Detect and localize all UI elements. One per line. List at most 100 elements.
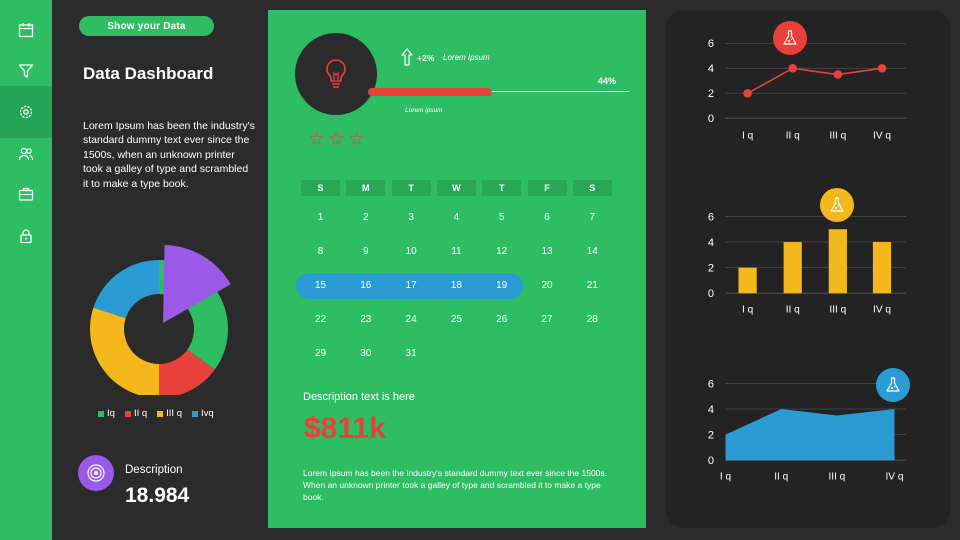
- legend-swatch: [191, 410, 198, 417]
- donut-slice: [159, 349, 215, 398]
- filter-icon: [18, 64, 34, 78]
- y-tick-label: 0: [708, 113, 714, 125]
- calendar-date[interactable]: 10: [405, 246, 417, 257]
- area-series: [725, 409, 895, 461]
- calendar-date[interactable]: 8: [317, 246, 324, 257]
- page-title: Data Dashboard: [83, 64, 214, 83]
- target-icon: [78, 455, 114, 491]
- bar: [872, 242, 892, 294]
- bar: [738, 267, 757, 294]
- donut-legend: Iq II q III q Ivq: [98, 408, 214, 419]
- calendar-date[interactable]: 30: [360, 348, 372, 359]
- calendar-date[interactable]: 11: [451, 246, 462, 257]
- arrow-up-icon: [401, 48, 413, 66]
- calendar-date[interactable]: 21: [586, 280, 598, 291]
- calendar-date[interactable]: 3: [408, 212, 414, 223]
- calendar-day-header: M: [346, 180, 386, 196]
- sidebar-item-calendar[interactable]: [0, 10, 52, 50]
- calendar-date[interactable]: 5: [498, 212, 505, 223]
- x-tick-label: II q: [774, 471, 788, 482]
- progress-track: [368, 91, 629, 92]
- legend-swatch: [124, 410, 131, 417]
- intro-text: Lorem Ipsum has been the industry's stan…: [83, 120, 255, 190]
- users-icon: [18, 147, 34, 161]
- description-label: Description: [125, 464, 183, 476]
- donut-slice: [89, 307, 159, 398]
- sidebar-item-users[interactable]: [0, 134, 52, 174]
- line-point: [743, 88, 752, 98]
- calendar-date[interactable]: 18: [450, 280, 462, 291]
- increase-caption: Lorem Ipsum: [443, 53, 490, 62]
- calendar-date[interactable]: 9: [363, 246, 369, 257]
- star-icon[interactable]: ☆: [308, 129, 326, 150]
- show-data-button[interactable]: Show your Data: [79, 16, 214, 36]
- calendar-date[interactable]: 27: [541, 314, 553, 325]
- legend-item: Iq: [98, 408, 115, 419]
- calendar-date[interactable]: 22: [314, 314, 327, 325]
- calendar-date[interactable]: 16: [360, 280, 372, 291]
- amount-value: $811k: [304, 412, 386, 445]
- y-tick-label: 0: [708, 288, 714, 300]
- progress-percent: 44%: [598, 76, 617, 86]
- donut-chart-svg: [89, 245, 231, 398]
- calendar-icon: [18, 23, 34, 38]
- flask-icon: [773, 21, 807, 55]
- calendar-date[interactable]: 29: [314, 348, 327, 359]
- calendar-date[interactable]: 7: [589, 212, 596, 223]
- x-tick-label: III q: [829, 130, 846, 141]
- donut-slice: [93, 260, 159, 319]
- settings-icon: [19, 105, 33, 119]
- x-tick-label: IV q: [873, 304, 891, 315]
- legend-label: II q: [133, 408, 148, 419]
- y-tick-label: 4: [708, 237, 714, 249]
- calendar-date[interactable]: 2: [363, 212, 369, 223]
- calendar-date[interactable]: 4: [453, 212, 460, 223]
- progress-fill: [368, 88, 492, 96]
- card-text: Lorem Ipsum has been the industry's stan…: [303, 468, 608, 502]
- y-tick-label: 6: [708, 38, 714, 50]
- sidebar-item-settings[interactable]: [0, 86, 52, 138]
- sidebar: [0, 0, 52, 540]
- legend-item: II q: [124, 408, 148, 419]
- y-tick-label: 2: [708, 88, 714, 100]
- calendar-date[interactable]: 23: [360, 314, 372, 325]
- calendar-date[interactable]: 26: [496, 314, 508, 325]
- bar-chart: 0 2 4 6 I q II q III q IV q: [708, 211, 906, 315]
- calendar-date[interactable]: 31: [405, 348, 417, 359]
- star-rating[interactable]: ☆ ☆ ☆: [308, 130, 365, 150]
- calendar-date[interactable]: 20: [541, 280, 553, 291]
- sidebar-item-filter[interactable]: [0, 51, 52, 91]
- line-point: [788, 64, 798, 73]
- area-chart: 0 2 4 6 I q II q III q IV q: [708, 378, 906, 482]
- y-tick-label: 4: [708, 404, 714, 416]
- star-icon[interactable]: ☆: [348, 129, 366, 150]
- calendar-date[interactable]: 1: [317, 212, 324, 223]
- calendar-date[interactable]: 24: [405, 314, 417, 325]
- legend-swatch: [157, 410, 164, 417]
- x-tick-label: III q: [829, 304, 846, 315]
- bar: [828, 229, 847, 294]
- lightbulb-icon: [295, 33, 377, 115]
- calendar-date[interactable]: 25: [450, 314, 462, 325]
- star-icon[interactable]: ☆: [328, 129, 346, 150]
- line-point: [833, 70, 843, 79]
- bar: [783, 242, 802, 294]
- x-tick-label: I q: [742, 304, 753, 315]
- calendar-day-header: T: [391, 180, 431, 196]
- x-tick-label: II q: [786, 130, 800, 141]
- sidebar-item-briefcase[interactable]: [0, 174, 52, 214]
- calendar-date[interactable]: 19: [496, 280, 508, 291]
- calendar-day-header: S: [301, 180, 340, 196]
- y-tick-label: 4: [708, 63, 714, 75]
- sidebar-item-lock[interactable]: [0, 216, 52, 256]
- line-series: [747, 67, 883, 94]
- calendar-date[interactable]: 14: [586, 246, 598, 257]
- donut-exploded-slice: [163, 245, 231, 323]
- calendar-date[interactable]: 12: [496, 246, 508, 257]
- calendar-date[interactable]: 15: [314, 280, 327, 291]
- calendar-date[interactable]: 17: [405, 280, 417, 291]
- calendar-date[interactable]: 28: [586, 314, 598, 325]
- calendar-date[interactable]: 6: [544, 212, 550, 223]
- calendar-date[interactable]: 13: [541, 246, 553, 257]
